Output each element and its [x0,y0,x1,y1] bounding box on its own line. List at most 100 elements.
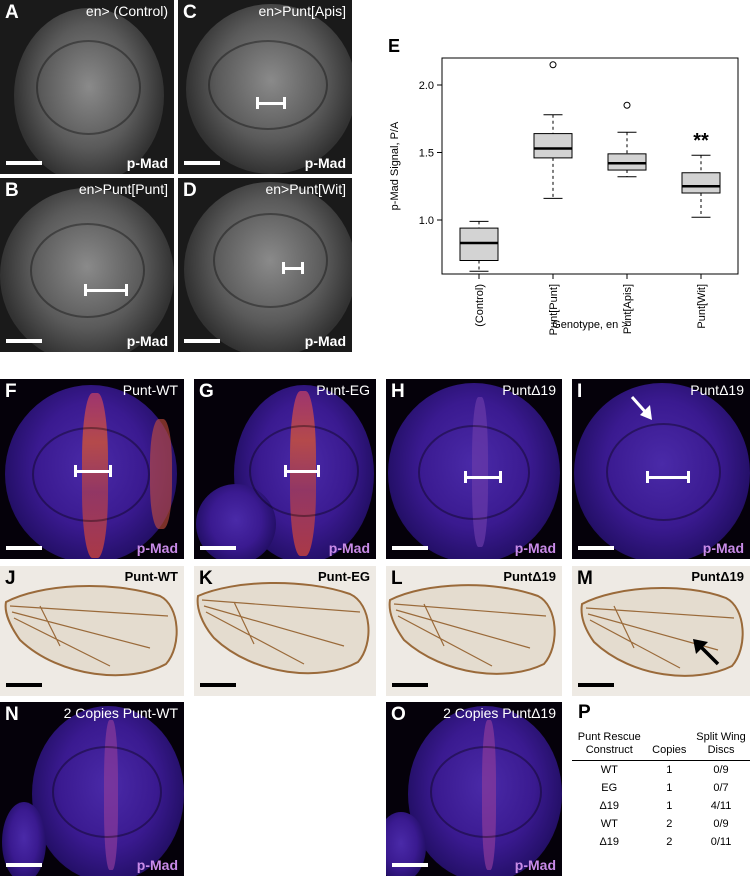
cell: EG [601,782,618,794]
adult-wing [4,585,178,677]
table-header-row: Punt Rescue Construct Copies Split Wing … [572,728,750,761]
white-arrow-icon [630,396,652,420]
panel-title: en>Punt[Punt] [78,181,168,197]
scale-bar [6,683,42,687]
panel-o-image: O 2 Copies PuntΔ19 p-Mad [386,702,562,876]
plot-frame [441,57,739,275]
stain-label: p-Mad [304,333,346,349]
stain-label: p-Mad [136,540,178,556]
cell: Δ19 [599,800,620,812]
x-axis-label: Genotype, en > [552,319,628,331]
panel-letter: L [391,568,403,589]
panel-letter: F [5,381,17,402]
panel-f-image: F Punt-WT p-Mad [0,379,184,559]
boxplot-chart: 1.0 1.5 2.0 p-Mad Signal, P/A (Control) Punt[… [389,57,739,335]
panel-title: Punt-WT [124,569,178,584]
disc-fold [208,40,328,130]
y-tick-label: 2.0 [419,80,434,92]
panel-title: en> (Control) [85,3,168,19]
header-copies: Copies [646,728,693,761]
scale-bar [392,863,428,867]
panel-b-image: B en>Punt[Punt] p-Mad [0,178,174,352]
stain-label: p-Mad [328,540,370,556]
disc-fold [213,213,328,308]
scale-bar [6,546,42,550]
x-tick-label: Punt[Punt] [548,284,560,335]
stain-label: p-Mad [126,155,168,171]
stain-label: p-Mad [514,540,556,556]
panel-p-table: P Punt Rescue Construct Copies Split Win… [572,702,750,876]
panel-title: 2 Copies PuntΔ19 [443,705,556,721]
pmad-domain-bracket [464,471,502,483]
adult-wing [580,587,744,677]
scale-bar [392,546,428,550]
adult-wing [196,581,370,675]
stain-label: p-Mad [126,333,168,349]
panel-k-image: K Punt-EG [194,566,376,696]
cell: 0/11 [710,836,732,848]
scale-bar [184,339,220,343]
disc-fold [249,425,359,517]
box-1 [533,61,573,199]
disc-fold [430,746,542,838]
table-row: Δ19 2 0/11 [572,833,750,851]
boxes: ** [459,61,721,272]
cell: 4/11 [710,800,732,812]
header-construct: Punt Rescue Construct [572,728,647,761]
panel-letter: E [388,36,401,56]
panel-letter: H [391,381,405,402]
scale-bar [578,546,614,550]
scale-bar [392,683,428,687]
panel-title: 2 Copies Punt-WT [63,705,178,721]
cell: Δ19 [599,836,620,848]
panel-e-boxplot: E 1.0 1.5 2.0 p-Mad Signal, P/A (Control) Pun… [366,18,750,358]
box-2 [607,101,647,178]
panel-title: PuntΔ19 [690,382,744,398]
panel-a-image: A en> (Control) p-Mad [0,0,174,174]
stain-label: p-Mad [136,857,178,873]
cell: WT [600,764,618,776]
panel-title: PuntΔ19 [503,569,556,584]
scale-bar [200,546,236,550]
panel-letter: A [5,2,19,23]
stain-label: p-Mad [514,857,556,873]
adult-wing [388,584,556,675]
panel-n-image: N 2 Copies Punt-WT p-Mad [0,702,184,876]
panel-letter: B [5,180,19,201]
panel-letter: K [199,568,213,589]
disc-fold [36,40,141,135]
panel-title: PuntΔ19 [502,382,556,398]
cell: 0/7 [713,782,729,794]
panel-title: Punt-WT [122,382,178,398]
panel-letter: C [183,2,197,23]
pmad-domain-bracket [646,471,690,483]
cell: 2 [666,818,673,830]
box-0 [459,220,499,272]
cell: 1 [666,782,673,794]
table-row: EG 1 0/7 [572,779,750,797]
box-iqr [607,153,647,171]
x-tick-label: Punt[Apis] [622,284,634,334]
cell: 0/9 [713,764,729,776]
outlier-point [549,61,557,69]
panel-d-image: D en>Punt[Wit] p-Mad [178,178,352,352]
x-tick-label: (Control) [474,284,486,327]
disc-fold [606,423,721,521]
box-iqr [459,227,499,262]
panel-title: Punt-EG [316,382,370,398]
rescue-table: Punt Rescue Construct Copies Split Wing … [572,728,750,851]
cell: 1 [666,764,673,776]
scale-bar [6,161,42,165]
stain-label: p-Mad [304,155,346,171]
axes: 1.0 1.5 2.0 p-Mad Signal, P/A (Control) Punt[… [389,57,739,335]
pmad-domain-bracket [84,284,128,296]
scale-bar [578,683,614,687]
pmad-domain-bracket [282,262,304,274]
panel-letter: O [391,704,406,725]
cell: WT [600,818,618,830]
box-iqr [533,133,573,159]
box-3: ** [681,130,721,218]
disc-fold [52,746,162,838]
scale-bar [6,339,42,343]
panel-g-image: G Punt-EG p-Mad [194,379,376,559]
